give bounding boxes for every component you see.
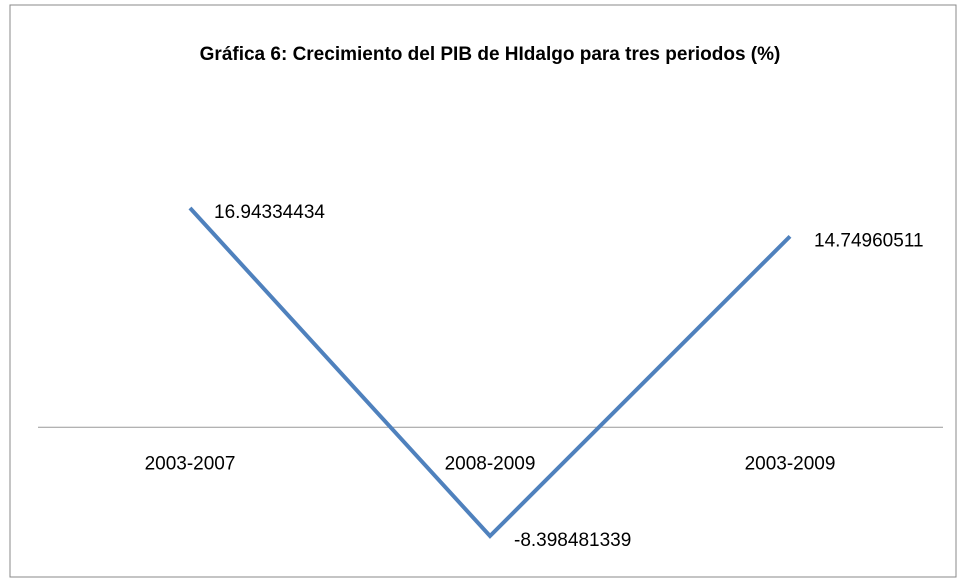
x-tick-label: 2008-2009 bbox=[445, 453, 536, 474]
data-label: -8.398481339 bbox=[514, 530, 631, 551]
x-tick-label: 2003-2007 bbox=[145, 453, 236, 474]
data-line bbox=[188, 206, 792, 539]
chart-border bbox=[9, 4, 957, 578]
x-tick-label: 2003-2009 bbox=[745, 453, 836, 474]
data-label: 14.74960511 bbox=[814, 230, 924, 251]
data-label: 16.94334434 bbox=[214, 202, 325, 223]
chart-title: Gráfica 6: Crecimiento del PIB de HIdalg… bbox=[199, 44, 781, 65]
